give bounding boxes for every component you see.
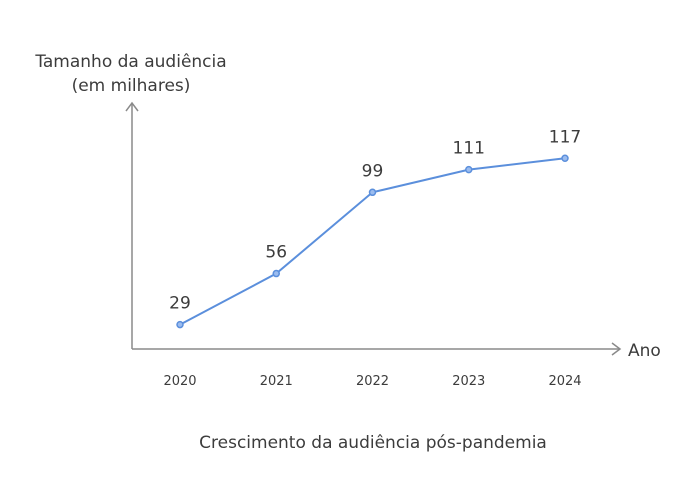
chart-title: Crescimento da audiência pós-pandemia (199, 433, 547, 453)
x-axis-arrow-icon (611, 342, 622, 356)
data-point (272, 269, 280, 278)
y-axis-label-line-2: (em milhares) (71, 76, 191, 96)
x-tick-label: 2022 (356, 374, 389, 389)
data-label: 117 (549, 127, 581, 147)
data-label: 56 (265, 243, 287, 263)
data-point (368, 188, 377, 197)
y-axis-label-line-1: Tamanho da audiência (35, 52, 227, 72)
x-tick-label: 2021 (260, 374, 293, 389)
data-point (561, 154, 569, 163)
y-axis-label: Tamanho da audiência (em milhares) (10, 50, 252, 98)
x-axis-label: Ano (628, 341, 661, 361)
series-line (179, 157, 566, 326)
data-label: 111 (453, 139, 485, 159)
data-point (465, 165, 473, 174)
data-point (176, 320, 184, 329)
x-tick-label: 2024 (548, 374, 581, 389)
y-axis-arrow-icon (125, 101, 139, 112)
x-tick-label: 2020 (163, 374, 196, 389)
data-label: 99 (362, 161, 384, 181)
x-tick-label: 2023 (452, 374, 485, 389)
data-label: 29 (169, 294, 191, 314)
